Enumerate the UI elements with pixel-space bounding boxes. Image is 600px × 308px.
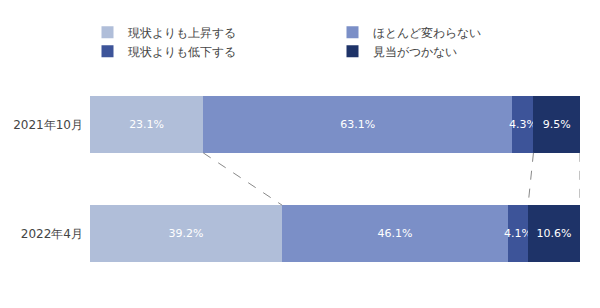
svg-text:現状よりも低下する: 現状よりも低下する	[128, 45, 236, 59]
svg-text:現状よりも上昇する: 現状よりも上昇する	[128, 26, 236, 40]
svg-text:ほとんど変わらない: ほとんど変わらない	[373, 26, 481, 40]
svg-text:4.1%: 4.1%	[504, 227, 532, 240]
svg-text:46.1%: 46.1%	[378, 227, 413, 240]
svg-text:23.1%: 23.1%	[129, 118, 164, 131]
svg-text:2021年10月: 2021年10月	[13, 118, 83, 132]
svg-text:39.2%: 39.2%	[169, 227, 204, 240]
svg-text:見当がつかない: 見当がつかない	[373, 45, 457, 59]
svg-text:2022年4月: 2022年4月	[21, 227, 83, 241]
svg-text:10.6%: 10.6%	[537, 227, 572, 240]
svg-text:9.5%: 9.5%	[543, 118, 571, 131]
svg-text:63.1%: 63.1%	[340, 118, 375, 131]
svg-text:4.3%: 4.3%	[509, 118, 537, 131]
